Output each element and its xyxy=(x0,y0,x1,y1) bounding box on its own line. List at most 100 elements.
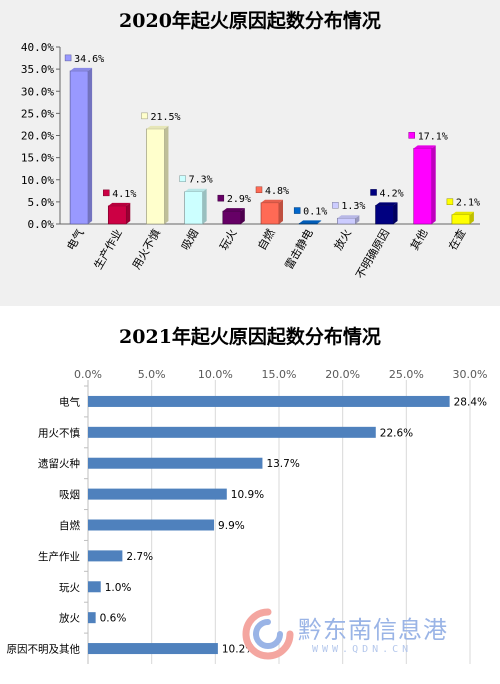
chart-2020-title: 2020年起火原因起数分布情况 xyxy=(119,10,381,32)
y-tick-label: 0.0% xyxy=(28,218,55,231)
y-tick-label: 20.0% xyxy=(21,130,54,143)
bar-top xyxy=(108,202,131,206)
y-tick-label: 30.0% xyxy=(21,85,54,98)
bar xyxy=(260,202,280,225)
x-tick-label: 玩火 xyxy=(217,227,239,253)
y-tick-label: 25.0% xyxy=(21,107,54,120)
data-label-key xyxy=(103,189,110,197)
data-label: 0.6% xyxy=(100,613,127,625)
x-tick-label: 20.0% xyxy=(325,368,360,381)
bar xyxy=(375,205,394,225)
bar xyxy=(88,457,263,469)
bar xyxy=(184,191,203,225)
bar-top xyxy=(184,188,207,192)
data-label: 7.3% xyxy=(189,175,213,186)
data-label-key xyxy=(255,186,263,194)
chart-2021-plot: 0.0% 5.0% 10.0% 15.0% 20.0% 25.0% 30.0% 电气 28.4%… xyxy=(7,368,488,664)
chart-2021-title: 2021年起火原因起数分布情况 xyxy=(119,326,381,348)
bar xyxy=(88,426,376,438)
bar-side xyxy=(279,199,283,224)
y-tick-label: 电气 xyxy=(59,395,80,408)
y-tick-label: 遗留火种 xyxy=(38,457,80,470)
bar xyxy=(298,223,318,225)
data-label: 10.9% xyxy=(231,489,264,501)
bar xyxy=(88,612,96,624)
data-label: 17.1% xyxy=(418,131,448,142)
data-label: 13.7% xyxy=(266,458,299,470)
bar xyxy=(413,148,433,225)
bar-top xyxy=(70,67,93,71)
bar-side xyxy=(469,211,474,224)
x-tick-label: 生产作业 xyxy=(91,227,125,272)
y-tick-label: 10.0% xyxy=(21,174,54,187)
bar-top xyxy=(222,208,245,212)
x-tick-label: 雷击静电 xyxy=(282,227,316,272)
data-label: 0.1% xyxy=(303,207,327,218)
bar xyxy=(88,643,218,655)
y-tick-label: 35.0% xyxy=(21,63,54,76)
bar xyxy=(88,395,450,407)
bar xyxy=(69,70,89,225)
data-label-key xyxy=(332,201,339,209)
x-tick-label: 15.0% xyxy=(262,368,297,381)
watermark-url: WWW.QDN.CN xyxy=(312,644,413,655)
bar-top xyxy=(413,145,436,149)
bar-top xyxy=(375,202,398,206)
bar-top xyxy=(451,211,474,215)
x-tick-label: 30.0% xyxy=(453,368,488,381)
bar-side xyxy=(431,145,436,224)
bar-side xyxy=(202,188,207,224)
bar xyxy=(337,217,356,225)
x-tick-label: 用火不慎 xyxy=(129,227,163,272)
watermark: 黔东南信息港 WWW.QDN.CN xyxy=(238,604,488,670)
chart-2020-panel: 2020年起火原因起数分布情况 0.0% 5.0% 10.0% 15.0% 20.0% 2… xyxy=(0,0,500,306)
data-label: 2.9% xyxy=(227,194,251,205)
data-label: 4.1% xyxy=(112,189,136,200)
bar-top xyxy=(261,199,283,203)
x-tick-label: 吸烟 xyxy=(178,227,201,253)
bar xyxy=(146,128,165,225)
x-tick-label: 放火 xyxy=(331,227,354,253)
bar xyxy=(88,488,227,500)
x-tick-label: 0.0% xyxy=(74,368,102,381)
y-tick-label: 原因不明及其他 xyxy=(7,643,81,656)
y-tick-label: 用火不慎 xyxy=(38,426,80,439)
data-label: 21.5% xyxy=(150,112,180,123)
y-tick-label: 40.0% xyxy=(21,41,54,54)
y-tick-label: 5.0% xyxy=(28,196,55,209)
x-tick-label: 在查 xyxy=(445,227,468,253)
bar xyxy=(222,210,242,225)
bar-side xyxy=(126,202,131,224)
data-label: 1.3% xyxy=(341,201,365,212)
data-label: 4.2% xyxy=(380,188,404,199)
bar-top xyxy=(146,125,169,129)
watermark-logo-icon xyxy=(242,608,294,660)
x-tick-label: 不明确原因 xyxy=(353,227,392,281)
data-label-key xyxy=(446,198,454,205)
bar xyxy=(107,205,127,225)
data-label: 22.6% xyxy=(380,427,413,439)
bar-top xyxy=(337,215,360,219)
data-label: 2.7% xyxy=(126,551,153,563)
bar-side xyxy=(393,202,398,224)
x-tick-label: 10.0% xyxy=(198,368,233,381)
bar-side xyxy=(88,67,93,225)
bar-side xyxy=(355,215,360,224)
data-label-key xyxy=(217,194,225,202)
data-label: 34.6% xyxy=(74,54,104,65)
x-tick-label: 5.0% xyxy=(138,368,166,381)
data-label-key xyxy=(293,207,301,214)
x-tick-label: 电气 xyxy=(64,227,87,253)
x-tick-label: 25.0% xyxy=(389,368,424,381)
data-label: 4.8% xyxy=(265,186,289,197)
y-tick-label: 放火 xyxy=(59,612,80,625)
y-tick-label: 玩火 xyxy=(59,582,80,594)
data-label: 1.0% xyxy=(105,582,132,594)
watermark-text: 黔东南信息港 xyxy=(298,616,448,644)
y-tick-label: 自燃 xyxy=(59,519,80,532)
data-label-key xyxy=(370,189,377,196)
chart-2020-plot: 0.0% 5.0% 10.0% 15.0% 20.0% 25.0% 30.0% 35.0% 40… xyxy=(21,41,480,281)
y-tick-label: 生产作业 xyxy=(38,550,80,563)
y-tick-label: 吸烟 xyxy=(59,488,80,501)
data-label-key xyxy=(179,175,186,182)
